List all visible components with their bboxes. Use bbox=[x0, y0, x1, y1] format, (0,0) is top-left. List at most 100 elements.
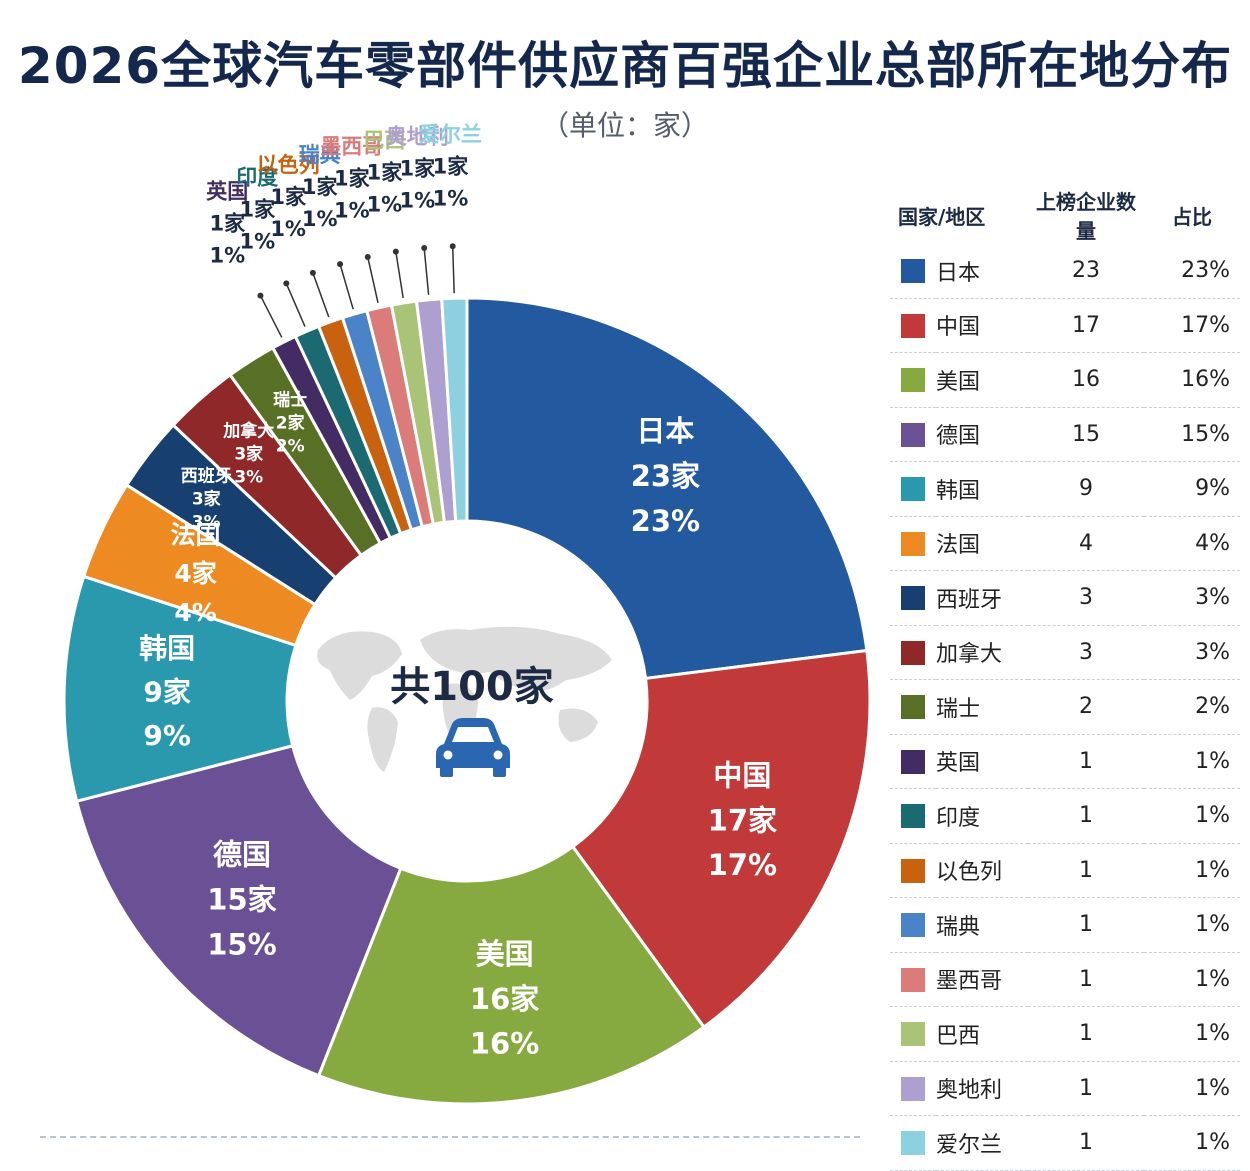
legend-swatch bbox=[901, 913, 925, 938]
callout-line bbox=[451, 246, 455, 294]
legend-row: 日本 23 23% bbox=[890, 244, 1240, 299]
slice-label-share: 23% bbox=[631, 504, 700, 538]
callout-dot bbox=[364, 253, 371, 260]
legend-row: 奥地利 1 1% bbox=[890, 1061, 1240, 1116]
slice-label-share: 3% bbox=[192, 513, 221, 533]
slice-label-share: 3% bbox=[234, 467, 263, 487]
legend-share: 16% bbox=[1144, 352, 1240, 408]
callout-label-share: 1% bbox=[302, 207, 338, 231]
callout-dot bbox=[257, 292, 264, 299]
legend-swatch-cell bbox=[890, 625, 936, 680]
legend-swatch bbox=[901, 531, 925, 556]
legend-share: 1% bbox=[1144, 897, 1240, 953]
legend-name: 法国 bbox=[936, 516, 1028, 571]
callout-label-name: 以色列 bbox=[257, 153, 320, 177]
legend-swatch-cell bbox=[890, 679, 936, 735]
chart-title: 2026全球汽车零部件供应商百强企业总部所在地分布 bbox=[17, 37, 1233, 95]
slice-德国 bbox=[74, 743, 403, 1078]
legend-swatch bbox=[901, 967, 925, 992]
legend-swatch bbox=[901, 313, 925, 338]
callout-label-share: 1% bbox=[399, 188, 435, 212]
callout-label-count: 1家 bbox=[433, 154, 470, 178]
legend-swatch bbox=[901, 586, 925, 611]
legend-swatch-cell bbox=[890, 734, 936, 789]
slice-label-count: 9家 bbox=[143, 675, 190, 708]
slice-labels: 日本 23家 23% 中国 17家 17% 美国 16家 16% 德国 15家 15% 韩国 9家 9% 法国… bbox=[139, 122, 777, 1060]
legend-share: 3% bbox=[1144, 570, 1240, 626]
callout-label-count: 1家 bbox=[270, 185, 307, 209]
callout-label-count: 1家 bbox=[399, 156, 436, 180]
callout-line bbox=[423, 247, 430, 295]
legend-body: 日本 23 23% 中国 17 17% 美国 16 16% 德国 15 15% 韩国 9 9% 法国 4 4% 西班… bbox=[890, 244, 1240, 1171]
legend-count: 1 bbox=[1028, 788, 1144, 844]
callout-dot bbox=[449, 243, 456, 250]
legend-swatch bbox=[901, 858, 925, 883]
legend-swatch-cell bbox=[890, 298, 936, 353]
slice-label-name: 中国 bbox=[713, 758, 771, 792]
legend-name: 印度 bbox=[936, 788, 1028, 844]
legend-count: 2 bbox=[1028, 679, 1144, 735]
legend-name: 爱尔兰 bbox=[936, 1115, 1028, 1171]
callout-label-share: 1% bbox=[334, 199, 370, 223]
legend-name: 墨西哥 bbox=[936, 952, 1028, 1007]
legend-swatch-cell bbox=[890, 352, 936, 408]
legend-swatch bbox=[901, 749, 925, 774]
legend-count: 1 bbox=[1028, 1061, 1144, 1116]
legend-swatch bbox=[901, 1076, 925, 1101]
legend-name: 美国 bbox=[936, 352, 1028, 408]
legend-count: 1 bbox=[1028, 734, 1144, 789]
legend-count: 17 bbox=[1028, 298, 1144, 353]
legend-count: 16 bbox=[1028, 352, 1144, 408]
slice-label-share: 9% bbox=[143, 719, 191, 752]
slice-label-name: 德国 bbox=[213, 838, 271, 872]
callout-line bbox=[367, 256, 379, 303]
slice-label-count: 17家 bbox=[708, 803, 777, 837]
legend-swatch bbox=[901, 1131, 925, 1156]
callout-dot bbox=[392, 248, 399, 255]
legend-share: 4% bbox=[1144, 516, 1240, 571]
legend-swatch bbox=[901, 422, 925, 447]
legend-swatch-cell bbox=[890, 570, 936, 626]
legend-swatch-cell bbox=[890, 1115, 936, 1171]
callout-line bbox=[312, 272, 330, 318]
legend-row: 瑞典 1 1% bbox=[890, 897, 1240, 953]
legend-header-share: 占比 bbox=[1172, 204, 1212, 229]
slice-label-share: 4% bbox=[174, 598, 216, 627]
legend-row: 爱尔兰 1 1% bbox=[890, 1115, 1240, 1171]
slice-中国 bbox=[570, 648, 872, 1030]
legend-header-name: 国家/地区 bbox=[898, 204, 986, 229]
slice-label-name: 日本 bbox=[636, 414, 694, 448]
slice-label-share: 16% bbox=[470, 1027, 539, 1061]
legend-count: 1 bbox=[1028, 897, 1144, 953]
slice-label-share: 15% bbox=[207, 927, 276, 961]
legend-row: 瑞士 2 2% bbox=[890, 679, 1240, 735]
callout-label-name: 墨西哥 bbox=[320, 135, 383, 159]
legend-name: 日本 bbox=[936, 244, 1028, 299]
legend-count: 1 bbox=[1028, 1115, 1144, 1171]
legend-swatch-cell bbox=[890, 1006, 936, 1062]
legend-row: 墨西哥 1 1% bbox=[890, 952, 1240, 1007]
legend-swatch-cell bbox=[890, 461, 936, 517]
callout-label-name: 爱尔兰 bbox=[419, 122, 482, 146]
legend-count: 3 bbox=[1028, 570, 1144, 626]
legend-name: 奥地利 bbox=[936, 1061, 1028, 1116]
slice-label-count: 3家 bbox=[192, 489, 221, 510]
legend-share: 17% bbox=[1144, 298, 1240, 353]
legend-share: 1% bbox=[1144, 952, 1240, 1007]
slice-label-name: 西班牙 bbox=[181, 467, 232, 487]
legend-name: 韩国 bbox=[936, 461, 1028, 517]
bottom-divider bbox=[40, 1136, 860, 1138]
legend-row: 以色列 1 1% bbox=[890, 843, 1240, 898]
legend-share: 15% bbox=[1144, 407, 1240, 462]
legend-name: 加拿大 bbox=[936, 625, 1028, 680]
legend-header-count: 上榜企业数量 bbox=[1036, 190, 1136, 243]
callout-label-share: 1% bbox=[270, 217, 306, 241]
legend-name: 瑞典 bbox=[936, 897, 1028, 953]
callout-dot bbox=[309, 269, 316, 276]
legend-swatch bbox=[901, 804, 925, 829]
callout-label-share: 1% bbox=[433, 186, 469, 210]
callout-line bbox=[285, 283, 306, 327]
legend-name: 德国 bbox=[936, 407, 1028, 462]
callout-label-name: 瑞典 bbox=[299, 143, 341, 167]
callout-dot bbox=[283, 280, 290, 287]
